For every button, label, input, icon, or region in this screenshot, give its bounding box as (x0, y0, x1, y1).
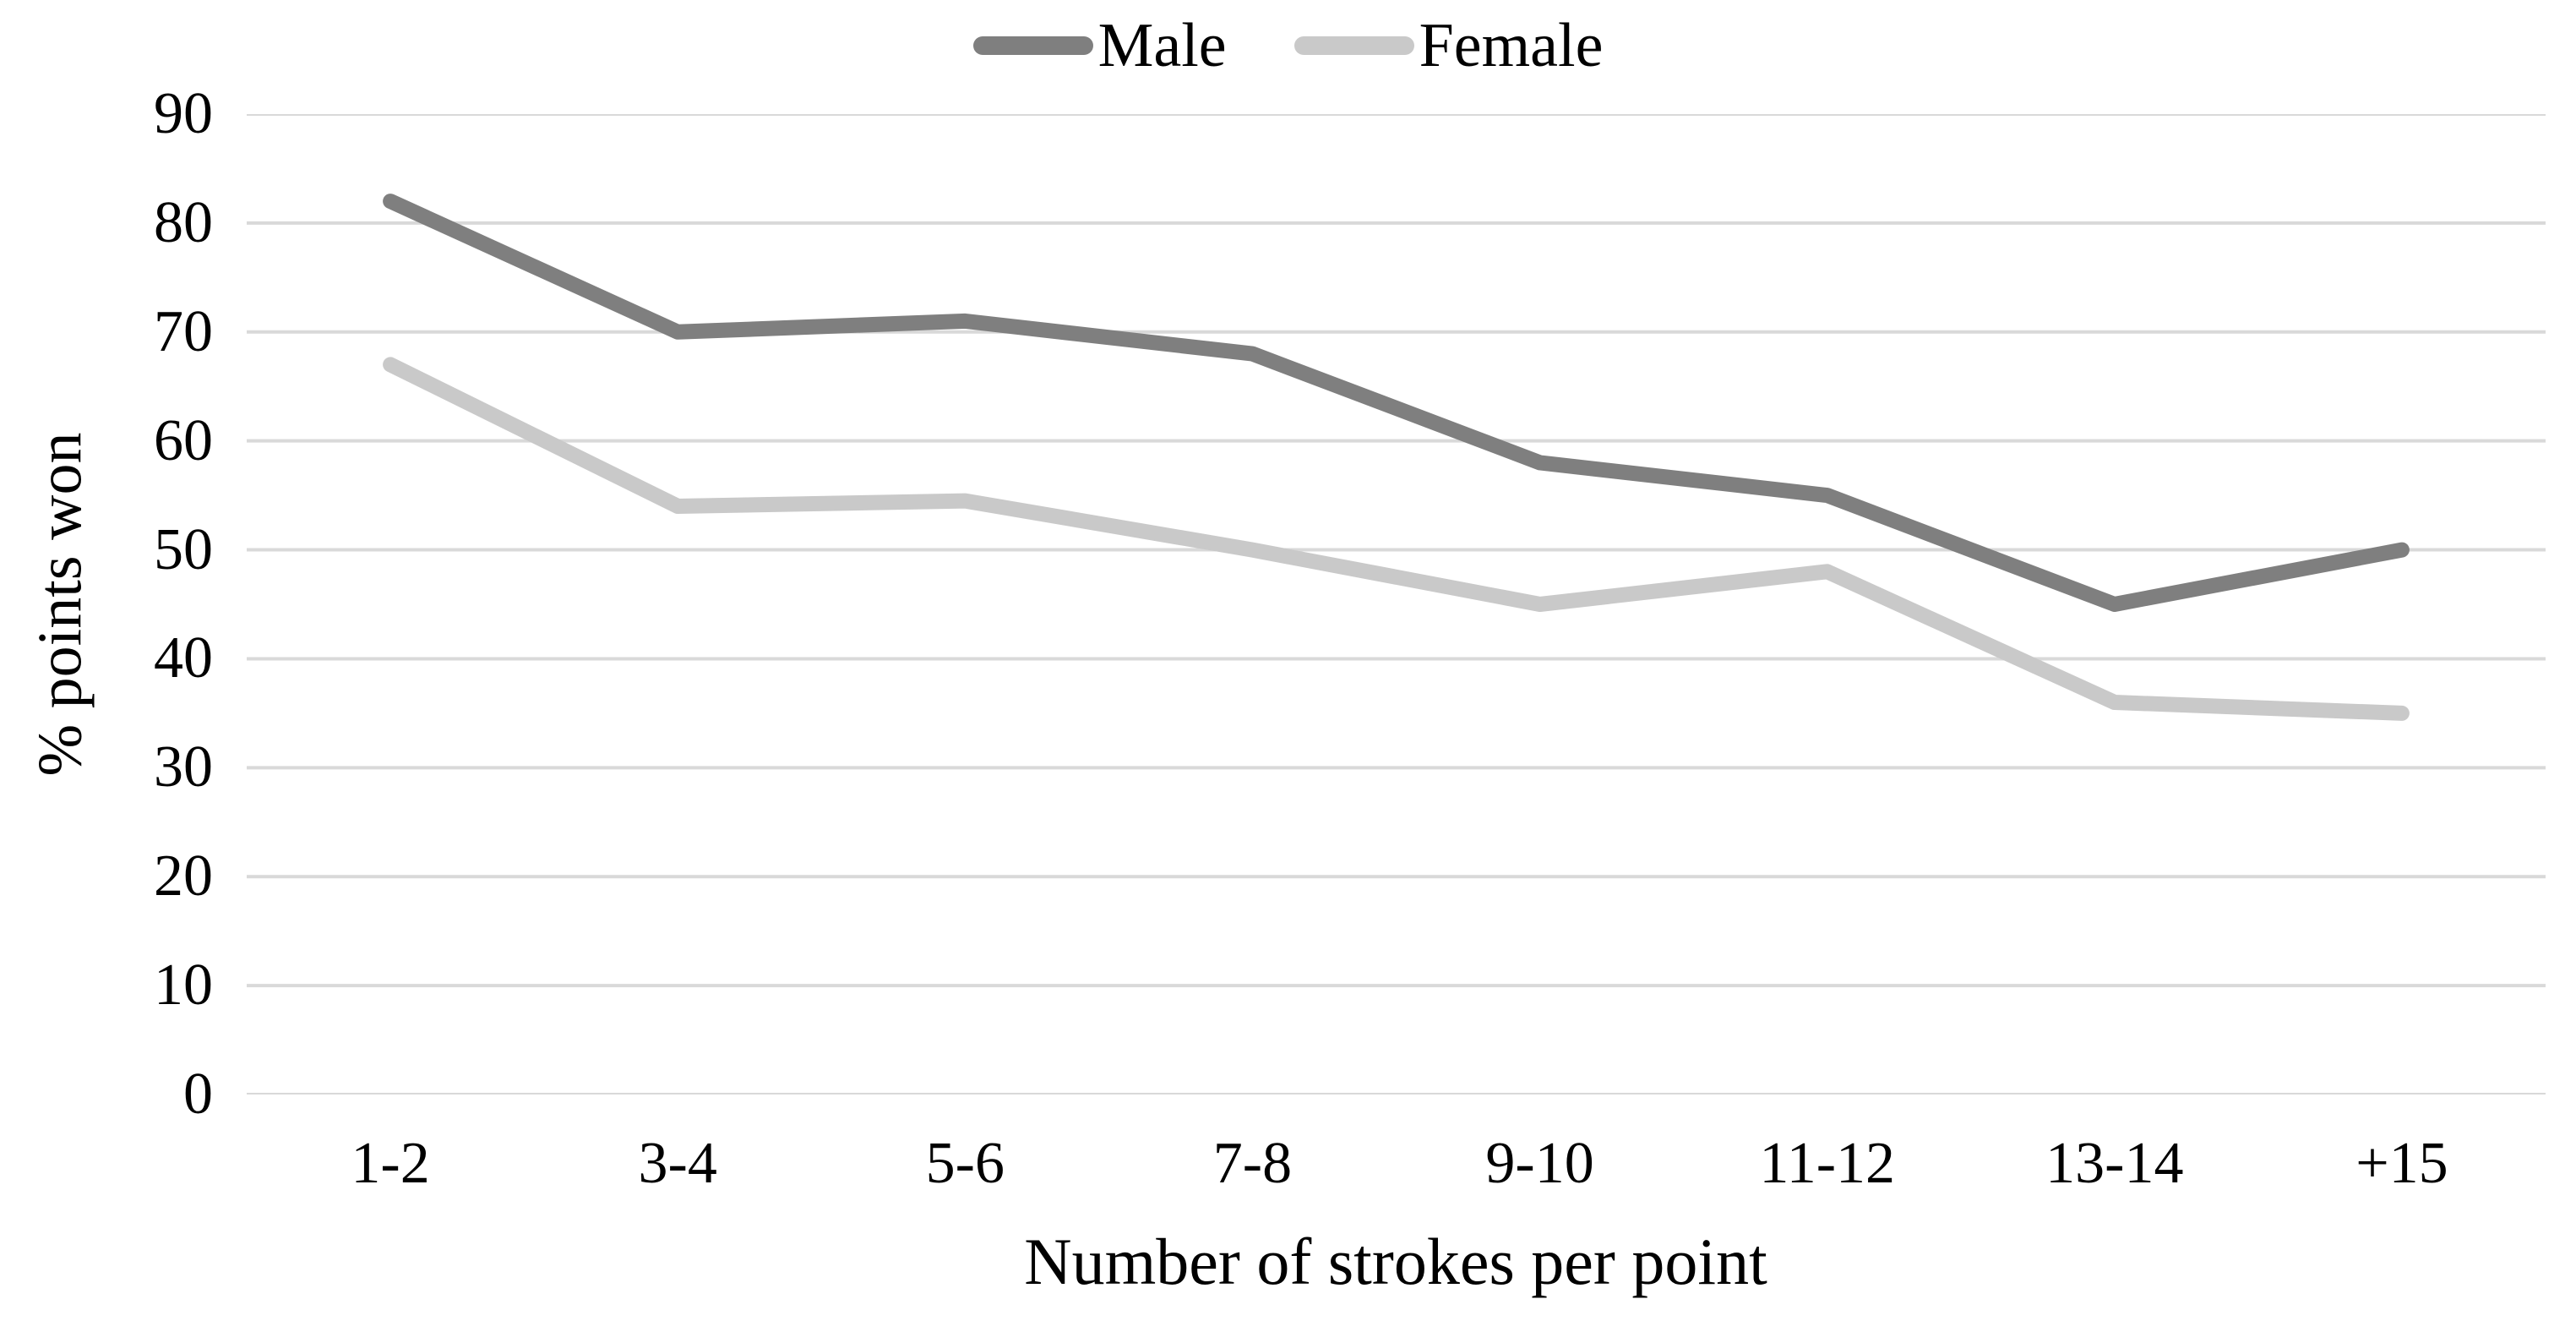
x-tick-label: 3-4 (638, 1131, 717, 1196)
y-tick-label: 70 (154, 298, 213, 364)
y-tick-label: 60 (154, 407, 213, 473)
female-series-line (383, 357, 2410, 721)
y-tick-label: 90 (154, 81, 213, 146)
x-tick-label: 5-6 (925, 1131, 1005, 1196)
x-tick-label: 1-2 (351, 1131, 430, 1196)
male-series-line (383, 194, 2410, 612)
y-tick-label: 40 (154, 625, 213, 691)
x-tick-label: 7-8 (1212, 1131, 1293, 1196)
x-tick-label: 9-10 (1485, 1131, 1594, 1196)
legend-item-female: Female (1293, 11, 1604, 80)
y-tick-label: 10 (154, 953, 213, 1018)
y-tick-label: 80 (154, 189, 213, 255)
legend-swatch (972, 36, 1093, 55)
legend-label: Male (1097, 11, 1227, 80)
legend-label: Female (1419, 11, 1604, 80)
legend-swatch (1293, 36, 1414, 55)
plot-area (247, 114, 2546, 1094)
y-tick-label: 30 (154, 734, 213, 800)
y-tick-label: 0 (183, 1062, 213, 1127)
x-axis-title: Number of strokes per point (1024, 1225, 1767, 1298)
y-tick-label: 20 (154, 843, 213, 909)
y-axis-tick-labels: 90 80 70 60 50 40 30 20 10 0 (0, 0, 213, 1321)
x-tick-label: 11-12 (1759, 1131, 1896, 1196)
legend-item-male: Male (972, 11, 1227, 80)
x-tick-label: +15 (2355, 1131, 2448, 1196)
y-tick-label: 50 (154, 516, 213, 582)
x-axis-tick-labels: 1-2 3-4 5-6 7-8 9-10 11-12 13-14 +15 (0, 1134, 2576, 1202)
x-tick-label: 13-14 (2045, 1131, 2184, 1196)
chart-legend: Male Female (0, 5, 2576, 86)
